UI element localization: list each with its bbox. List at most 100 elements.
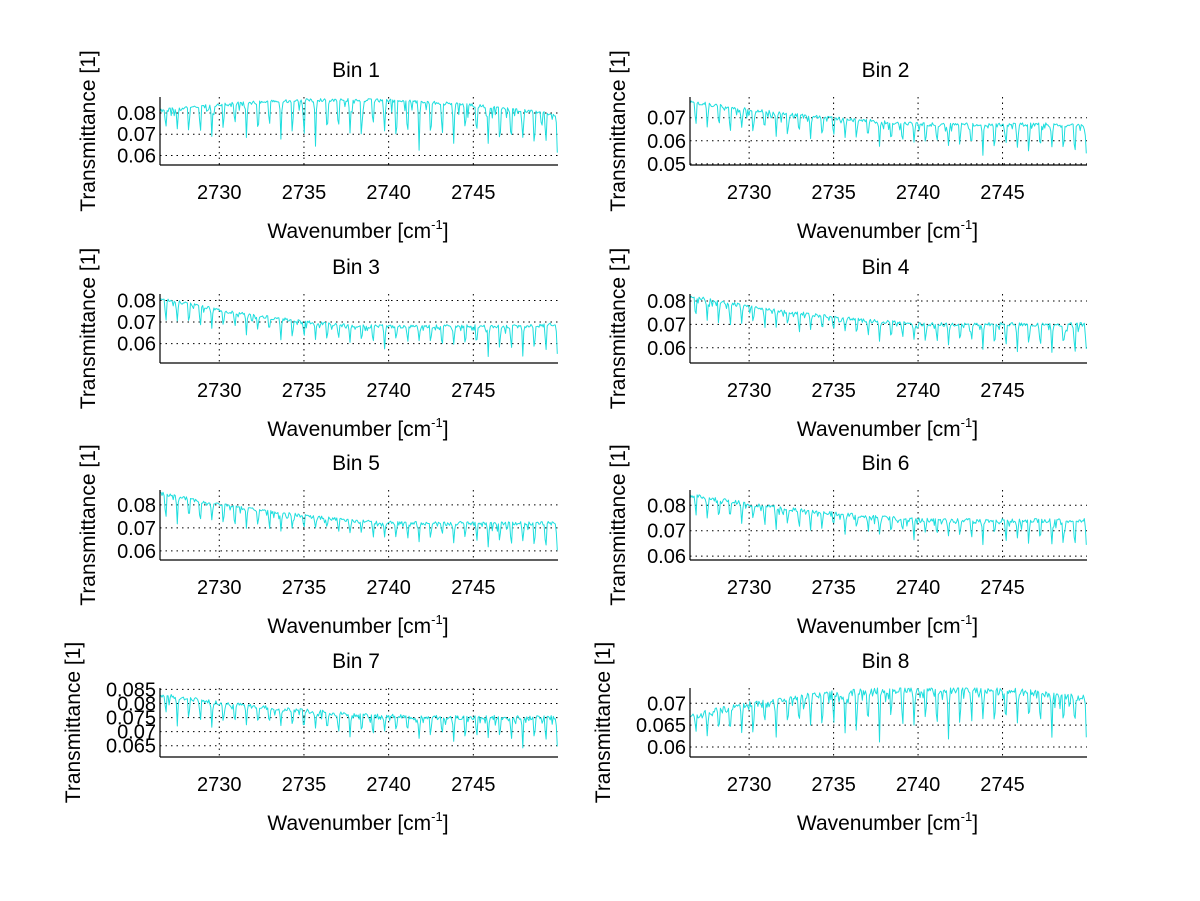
y-tick-label: 0.07: [647, 521, 686, 543]
x-axis-label-end: ]: [972, 615, 978, 638]
x-axis-label-sup: -1: [431, 612, 443, 627]
y-tick-label: 0.08: [647, 495, 686, 517]
x-tick-label: 2730: [197, 182, 242, 204]
x-tick-label: 2735: [811, 774, 856, 796]
y-axis-label: Transmittance [1]: [62, 642, 85, 803]
y-tick-label: 0.06: [117, 541, 156, 563]
y-tick-label: 0.06: [647, 546, 686, 568]
subplot-title: Bin 3: [332, 256, 380, 279]
x-tick-label: 2745: [980, 577, 1025, 599]
x-tick-label: 2745: [451, 182, 496, 204]
x-tick-label: 2745: [451, 380, 496, 402]
series-line-bin-8: [689, 687, 1087, 743]
subplot-title: Bin 1: [332, 59, 380, 82]
y-tick-label: 0.07: [117, 518, 156, 540]
x-axis-label-main: Wavenumber [cm: [797, 615, 961, 638]
x-tick-label: 2735: [282, 380, 327, 402]
subplot-bin-6: 2730 2735 2740 2745 0.06 0.07 0.08 Bin 6 Wavenum…: [607, 444, 1087, 638]
x-tick-label: 2730: [197, 577, 242, 599]
x-axis-label: Wavenumber [cm-1]: [797, 809, 978, 835]
subplot-bin-3: 2730 2735 2740 2745 0.060.070.08 Bin 3 Wavenum…: [77, 248, 558, 441]
subplot-title: Bin 2: [862, 59, 910, 82]
y-tick-label: 0.06: [117, 334, 156, 356]
x-tick-label: 2735: [282, 577, 327, 599]
x-axis-label: Wavenumber [cm-1]: [797, 612, 978, 638]
subplot-title: Bin 7: [332, 650, 380, 673]
x-axis-label-main: Wavenumber [cm: [267, 418, 431, 441]
x-axis-label-sup: -1: [431, 415, 443, 430]
y-tick-label: 0.07: [117, 124, 156, 146]
subplot-title: Bin 5: [332, 452, 380, 475]
x-tick-label: 2740: [366, 577, 411, 599]
x-axis-label-end: ]: [972, 812, 978, 835]
x-axis-label-end: ]: [443, 220, 449, 243]
x-tick-label: 2730: [727, 774, 772, 796]
y-tick-label: 0.07: [117, 312, 156, 334]
x-tick-label: 2740: [896, 380, 941, 402]
x-axis-label-sup: -1: [961, 217, 973, 232]
y-axis-label: Transmittance [1]: [77, 50, 100, 211]
y-tick-label: 0.06: [647, 338, 686, 360]
series-line-bin-7: [159, 694, 558, 749]
subplot-title: Bin 6: [862, 452, 910, 475]
x-axis-label: Wavenumber [cm-1]: [267, 217, 448, 243]
x-axis-label-sup: -1: [961, 612, 973, 627]
y-tick-label: 0.075: [106, 708, 156, 730]
y-tick-label: 0.07: [647, 108, 686, 130]
x-tick-label: 2740: [366, 380, 411, 402]
x-tick-label: 2745: [980, 380, 1025, 402]
y-tick-label: 0.08: [647, 291, 686, 313]
y-tick-label: 0.065: [636, 715, 686, 737]
y-tick-label: 0.07: [647, 314, 686, 336]
series-line-bin-4: [689, 295, 1087, 353]
x-axis-label-end: ]: [972, 220, 978, 243]
x-axis-label: Wavenumber [cm-1]: [267, 612, 448, 638]
series-line-bin-2: [689, 100, 1087, 156]
x-tick-label: 2735: [282, 182, 327, 204]
y-axis-label: Transmittance [1]: [77, 248, 100, 409]
x-tick-label: 2730: [727, 380, 772, 402]
x-tick-label: 2740: [896, 182, 941, 204]
x-axis-label-sup: -1: [431, 217, 443, 232]
x-tick-label: 2745: [451, 577, 496, 599]
x-tick-label: 2730: [727, 577, 772, 599]
x-axis-label-end: ]: [443, 615, 449, 638]
x-axis-label-end: ]: [972, 418, 978, 441]
x-tick-label: 2730: [727, 182, 772, 204]
x-axis-label: Wavenumber [cm-1]: [797, 217, 978, 243]
y-tick-label: 0.08: [117, 290, 156, 312]
y-tick-label: 0.065: [106, 736, 156, 758]
subplot-bin-4: 2730 2735 2740 2745 0.060.070.08 Bin 4 Wavenum…: [607, 248, 1087, 441]
y-tick-label: 0.085: [106, 679, 156, 701]
x-tick-label: 2745: [980, 774, 1025, 796]
series-line-bin-1: [159, 98, 558, 153]
x-tick-label: 2745: [451, 774, 496, 796]
x-axis-label-end: ]: [443, 812, 449, 835]
subplot-title: Bin 4: [862, 256, 910, 279]
y-tick-label: 0.06: [647, 131, 686, 153]
x-axis-label-sup: -1: [961, 415, 973, 430]
x-axis-label-main: Wavenumber [cm: [267, 812, 431, 835]
x-axis-label-main: Wavenumber [cm: [797, 418, 961, 441]
x-tick-label: 2730: [197, 774, 242, 796]
x-axis-label-sup: -1: [431, 809, 443, 824]
x-tick-label: 2740: [366, 182, 411, 204]
x-tick-label: 2740: [896, 774, 941, 796]
y-tick-label: 0.06: [647, 737, 686, 759]
subplot-bin-5: 2730 2735 2740 2745 0.060.070.08 Bin 5 Wavenum…: [77, 444, 558, 638]
x-axis-label: Wavenumber [cm-1]: [267, 809, 448, 835]
x-axis-label-main: Wavenumber [cm: [267, 220, 431, 243]
subplot-bin-1: 2730 2735 2740 2745 0.060.070.08 Bin 1 Wavenum…: [77, 50, 558, 243]
y-tick-label: 0.08: [117, 693, 156, 715]
x-tick-label: 2735: [811, 182, 856, 204]
x-axis-label-main: Wavenumber [cm: [797, 812, 961, 835]
y-tick-label: 0.05: [647, 154, 686, 176]
x-tick-label: 2735: [811, 577, 856, 599]
y-tick-label: 0.08: [117, 495, 156, 517]
x-axis-label-main: Wavenumber [cm: [267, 615, 431, 638]
y-axis-label: Transmittance [1]: [77, 444, 100, 605]
x-axis-label: Wavenumber [cm-1]: [267, 415, 448, 441]
